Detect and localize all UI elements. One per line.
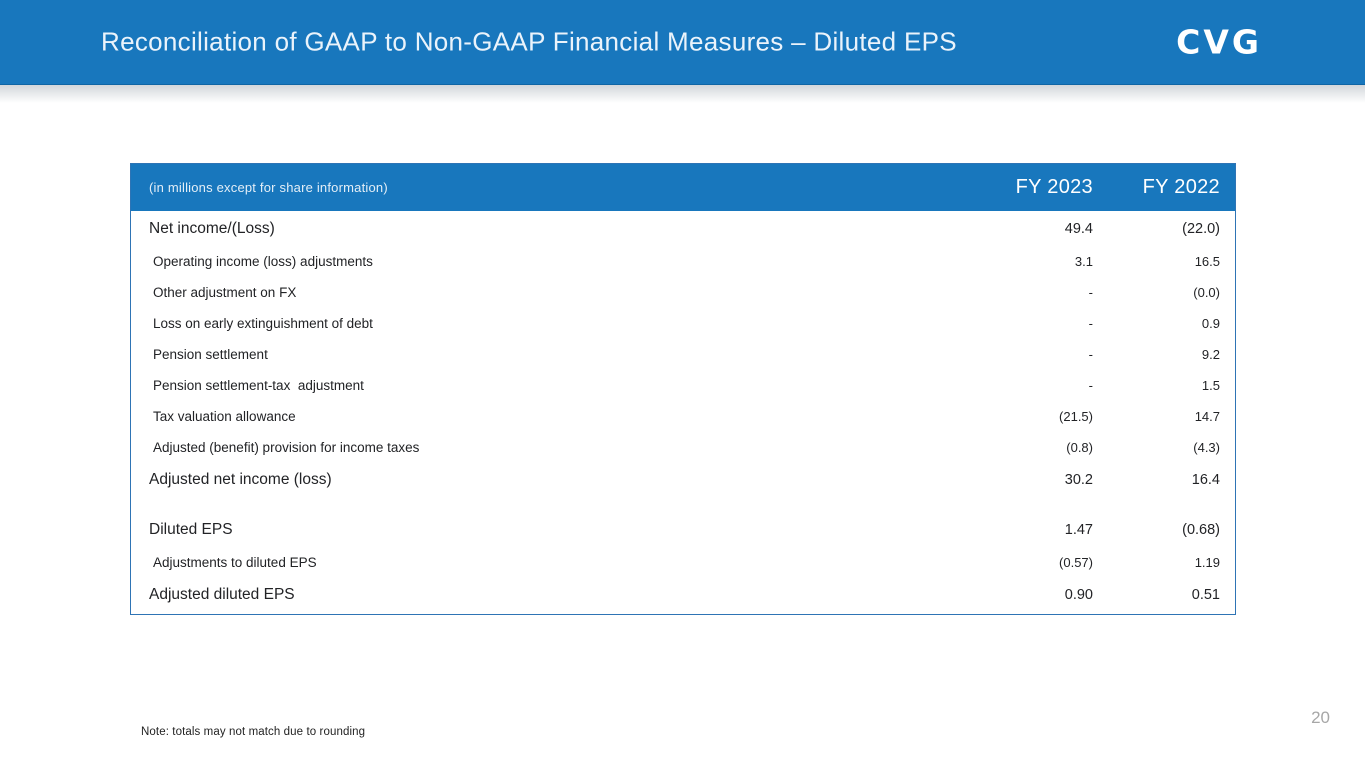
row-value-fy2023: (0.57) <box>1059 555 1093 570</box>
table-body: Net income/(Loss) 49.4 (22.0) Operating … <box>131 211 1235 614</box>
row-value-fy2022: 16.5 <box>1194 254 1220 269</box>
table-row: Adjusted net income (loss) 30.2 16.4 <box>131 463 1235 497</box>
row-value-fy2022: 0.51 <box>1191 587 1220 603</box>
row-label: Pension settlement-tax adjustment <box>153 378 364 393</box>
table-row: Operating income (loss) adjustments 3.1 … <box>131 246 1235 277</box>
column-header-fy2023: FY 2023 <box>1015 176 1093 198</box>
row-label: Adjustments to diluted EPS <box>153 555 317 570</box>
table-row: Pension settlement-tax adjustment - 1.5 <box>131 370 1235 401</box>
row-value-fy2023: 30.2 <box>1064 472 1093 488</box>
row-value-fy2023: 0.90 <box>1064 587 1093 603</box>
row-value-fy2022: (0.68) <box>1182 522 1220 538</box>
row-label: Pension settlement <box>153 347 268 362</box>
row-label: Adjusted (benefit) provision for income … <box>153 440 420 455</box>
row-label: Other adjustment on FX <box>153 285 297 300</box>
row-value-fy2022: (4.3) <box>1193 440 1220 455</box>
page-title: Reconciliation of GAAP to Non-GAAP Finan… <box>101 26 957 57</box>
row-value-fy2022: (22.0) <box>1182 221 1220 237</box>
table-caption: (in millions except for share informatio… <box>149 180 388 195</box>
reconciliation-table: (in millions except for share informatio… <box>130 163 1236 615</box>
row-value-fy2023: - <box>1088 285 1093 300</box>
table-row: Adjusted (benefit) provision for income … <box>131 432 1235 463</box>
row-label: Adjusted net income (loss) <box>149 471 332 488</box>
row-value-fy2022: 16.4 <box>1191 472 1220 488</box>
table-row: Adjusted diluted EPS 0.90 0.51 <box>131 578 1235 612</box>
row-value-fy2023: - <box>1088 378 1093 393</box>
table-row <box>131 497 1235 513</box>
page-number: 20 <box>1311 708 1330 727</box>
table-row: Loss on early extinguishment of debt - 0… <box>131 308 1235 339</box>
row-value-fy2022: 14.7 <box>1194 409 1220 424</box>
row-value-fy2023: - <box>1088 316 1093 331</box>
top-banner: Reconciliation of GAAP to Non-GAAP Finan… <box>0 0 1365 103</box>
row-label: Net income/(Loss) <box>149 220 275 237</box>
row-label: Adjusted diluted EPS <box>149 586 295 603</box>
row-value-fy2023: - <box>1088 347 1093 362</box>
row-value-fy2023: (0.8) <box>1066 440 1093 455</box>
table-row: Tax valuation allowance (21.5) 14.7 <box>131 401 1235 432</box>
table-row: Diluted EPS 1.47 (0.68) <box>131 513 1235 547</box>
row-value-fy2022: 0.9 <box>1201 316 1220 331</box>
row-value-fy2023: (21.5) <box>1059 409 1093 424</box>
row-label: Tax valuation allowance <box>153 409 296 424</box>
row-value-fy2022: 1.19 <box>1194 555 1220 570</box>
row-value-fy2023: 3.1 <box>1074 254 1093 269</box>
row-label: Diluted EPS <box>149 521 233 538</box>
table-row: Net income/(Loss) 49.4 (22.0) <box>131 212 1235 246</box>
table-row: Other adjustment on FX - (0.0) <box>131 277 1235 308</box>
table-row: Adjustments to diluted EPS (0.57) 1.19 <box>131 547 1235 578</box>
table-header-row: (in millions except for share informatio… <box>131 164 1235 211</box>
row-label: Loss on early extinguishment of debt <box>153 316 373 331</box>
row-value-fy2023: 1.47 <box>1064 522 1093 538</box>
table-row: Pension settlement - 9.2 <box>131 339 1235 370</box>
row-value-fy2023: 49.4 <box>1064 221 1093 237</box>
rounding-note: Note: totals may not match due to roundi… <box>141 726 366 738</box>
row-value-fy2022: (0.0) <box>1193 285 1220 300</box>
row-value-fy2022: 1.5 <box>1201 378 1220 393</box>
cvg-logo: CVG <box>1176 22 1262 62</box>
column-header-fy2022: FY 2022 <box>1142 176 1220 198</box>
row-value-fy2022: 9.2 <box>1201 347 1220 362</box>
row-label: Operating income (loss) adjustments <box>153 254 373 269</box>
